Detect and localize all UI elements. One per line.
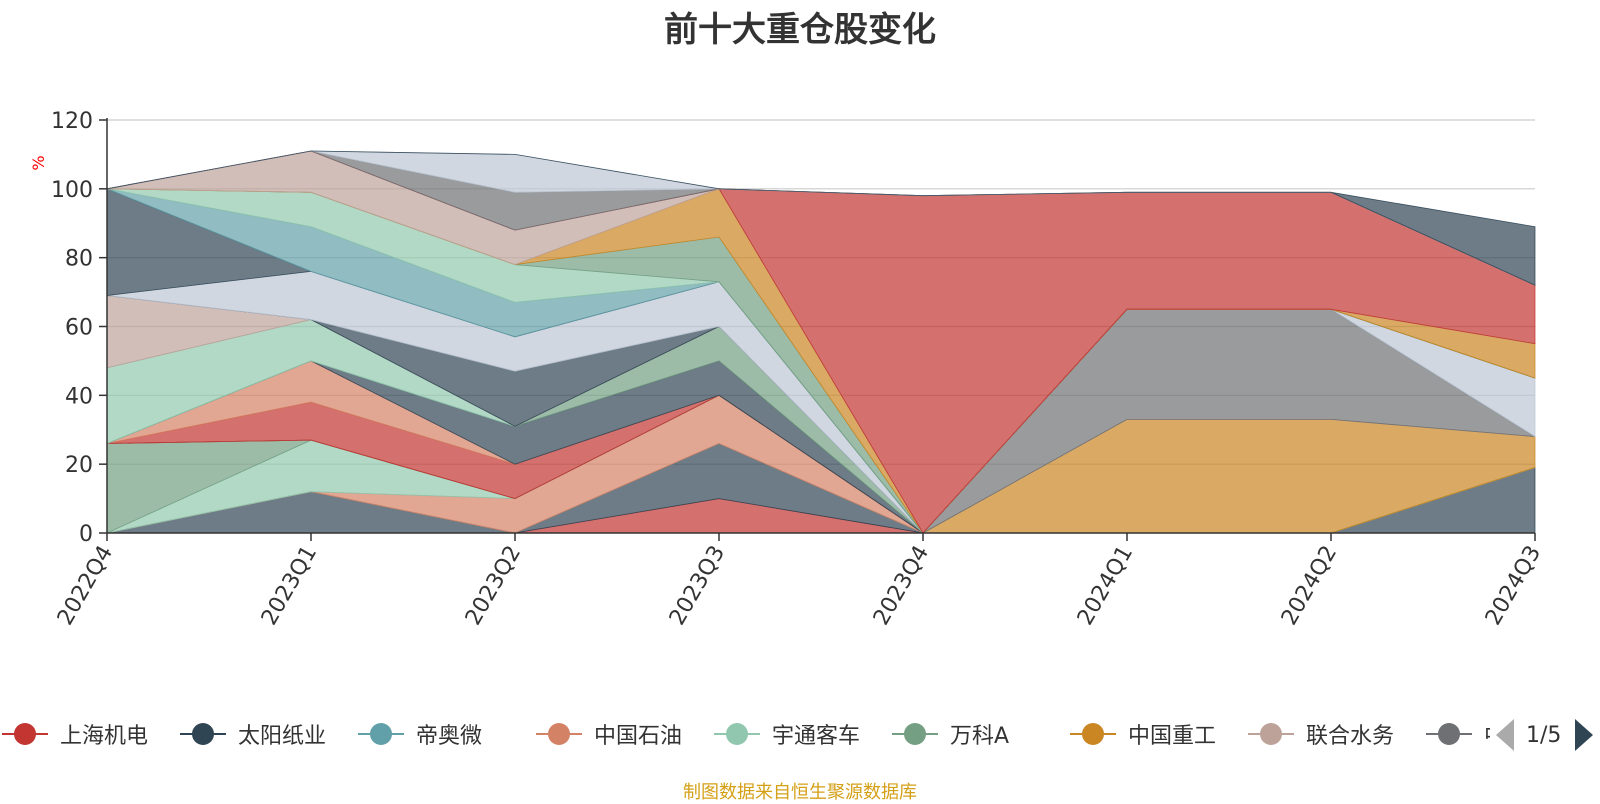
legend-label: 中国石油 xyxy=(594,724,683,749)
x-tick-label: 2023Q2 xyxy=(461,542,526,630)
y-tick-label: 120 xyxy=(51,109,93,134)
legend-label: 宇通客车 xyxy=(772,724,861,749)
legend-next-page-icon[interactable] xyxy=(1575,719,1594,751)
legend-item[interactable]: 中国石油 xyxy=(534,716,682,752)
legend-label: 联合水务 xyxy=(1306,724,1395,749)
legend-prev-page-icon[interactable] xyxy=(1496,719,1514,751)
legend-marker-icon xyxy=(1068,719,1118,749)
y-tick-label: 80 xyxy=(65,247,93,272)
x-tick-label: 2023Q4 xyxy=(869,542,934,630)
legend-item[interactable]: 帝奥微 xyxy=(356,716,482,752)
legend-label: 万科A xyxy=(950,724,1010,749)
x-tick-label: 2023Q1 xyxy=(257,542,322,630)
x-tick-label: 2024Q3 xyxy=(1481,542,1546,630)
legend-item[interactable]: 上海机电 xyxy=(0,716,148,752)
legend-label: 中国重工 xyxy=(1128,724,1217,749)
y-tick-label: 20 xyxy=(65,453,93,478)
area-series[interactable] xyxy=(106,150,1536,286)
legend-marker-icon xyxy=(178,719,228,749)
legend-marker-icon xyxy=(356,719,406,749)
legend-pager: 1/5 xyxy=(1496,718,1600,752)
y-tick-label: 100 xyxy=(51,178,93,203)
legend-label: 太阳纸业 xyxy=(238,724,327,749)
data-source-note: 制图数据来自恒生聚源数据库 xyxy=(683,782,917,803)
x-tick-label: 2024Q2 xyxy=(1277,542,1342,630)
legend-page-indicator: 1/5 xyxy=(1526,722,1562,748)
legend-item[interactable]: 中国重工 xyxy=(1068,716,1216,752)
x-tick-label: 2024Q1 xyxy=(1073,542,1138,630)
legend-item[interactable]: 万科A xyxy=(890,716,1009,752)
legend-label: 帝奥微 xyxy=(416,724,483,749)
legend-marker-icon xyxy=(0,719,50,749)
y-tick-label: 60 xyxy=(65,316,93,341)
legend-marker-icon xyxy=(534,719,584,749)
legend-marker-icon xyxy=(712,719,762,749)
y-tick-label: 0 xyxy=(79,522,93,547)
legend-item[interactable]: 中国中车 xyxy=(1424,716,1490,752)
legend-label: 上海机电 xyxy=(60,724,149,749)
x-tick-label: 2023Q3 xyxy=(665,542,730,630)
y-tick-label: 40 xyxy=(65,384,93,409)
legend-marker-icon xyxy=(1424,719,1474,749)
legend-item[interactable]: 联合水务 xyxy=(1246,716,1394,752)
legend: 上海机电 太阳纸业 帝奥微 中国石油 宇通客车 万科A 中国重工 联合水务 中国中车 xyxy=(0,716,1490,752)
x-tick-label: 2022Q4 xyxy=(53,542,118,630)
legend-label: 中国中车 xyxy=(1484,718,1490,750)
y-axis-unit-label: % xyxy=(29,155,48,170)
legend-marker-icon xyxy=(1246,719,1296,749)
legend-marker-icon xyxy=(890,719,940,749)
area-series-group xyxy=(106,150,1536,534)
chart-title: 前十大重仓股变化 xyxy=(664,10,936,50)
legend-item[interactable]: 太阳纸业 xyxy=(178,716,326,752)
legend-item[interactable]: 宇通客车 xyxy=(712,716,860,752)
